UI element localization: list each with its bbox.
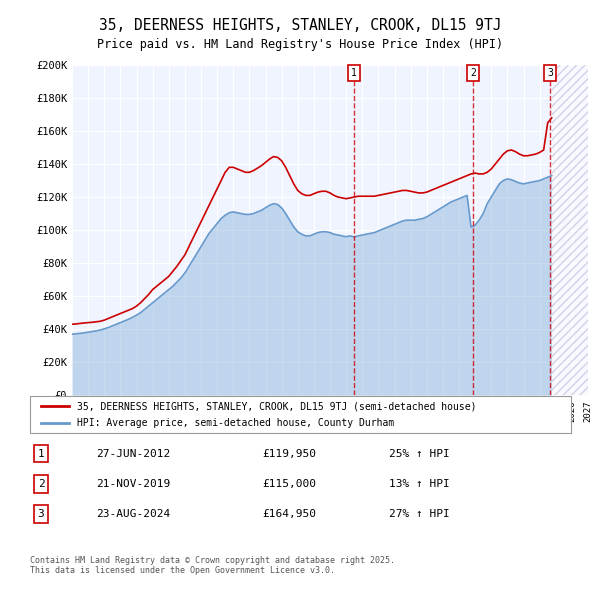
FancyBboxPatch shape [30, 396, 571, 433]
Text: 1: 1 [351, 68, 357, 78]
Text: 23-AUG-2024: 23-AUG-2024 [96, 509, 170, 519]
Text: HPI: Average price, semi-detached house, County Durham: HPI: Average price, semi-detached house,… [77, 418, 394, 428]
Text: 21-NOV-2019: 21-NOV-2019 [96, 479, 170, 489]
Text: 25% ↑ HPI: 25% ↑ HPI [389, 448, 449, 458]
Text: 3: 3 [38, 509, 44, 519]
Text: 2: 2 [470, 68, 476, 78]
Text: 2: 2 [38, 479, 44, 489]
Text: 35, DEERNESS HEIGHTS, STANLEY, CROOK, DL15 9TJ (semi-detached house): 35, DEERNESS HEIGHTS, STANLEY, CROOK, DL… [77, 401, 476, 411]
Text: Contains HM Land Registry data © Crown copyright and database right 2025.
This d: Contains HM Land Registry data © Crown c… [30, 556, 395, 575]
Text: 1: 1 [38, 448, 44, 458]
Text: 27% ↑ HPI: 27% ↑ HPI [389, 509, 449, 519]
Text: Price paid vs. HM Land Registry's House Price Index (HPI): Price paid vs. HM Land Registry's House … [97, 38, 503, 51]
Text: £115,000: £115,000 [262, 479, 316, 489]
Text: £119,950: £119,950 [262, 448, 316, 458]
Text: 3: 3 [547, 68, 553, 78]
Polygon shape [552, 65, 588, 395]
Text: 35, DEERNESS HEIGHTS, STANLEY, CROOK, DL15 9TJ: 35, DEERNESS HEIGHTS, STANLEY, CROOK, DL… [99, 18, 501, 32]
Text: 13% ↑ HPI: 13% ↑ HPI [389, 479, 449, 489]
Text: 27-JUN-2012: 27-JUN-2012 [96, 448, 170, 458]
Text: £164,950: £164,950 [262, 509, 316, 519]
